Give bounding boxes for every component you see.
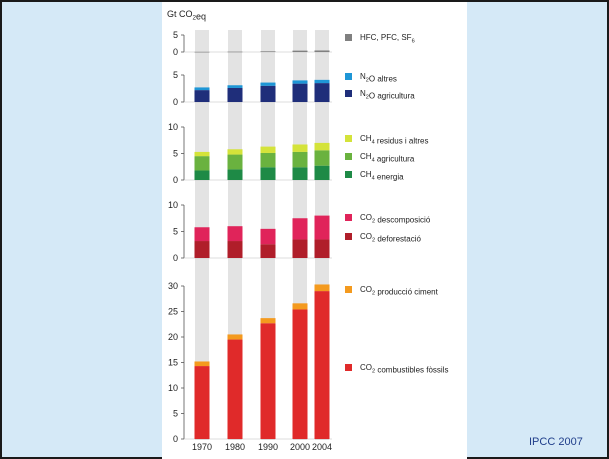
legend-swatch-co2-deforestacio [345,233,352,240]
bar-co2-combustibles-fossils-1970 [194,366,210,439]
legend-label-ch4-energia: CH4 energia [360,170,404,181]
bar-co2-combustibles-fossils-1990 [260,323,276,439]
bar-ch4-agricultura-2004 [314,150,330,166]
emissions-chart: Gt CO2eq 0 5 HFC, PFC, SF6 0 5 N2O altres N2O a… [167,9,448,452]
legend-swatch-ch4-energia [345,171,352,178]
legend-swatch-co2-produccio-ciment [345,286,352,293]
bar-hfc-pfc-sf6-1990 [260,51,276,52]
bar-ch4-agricultura-1970 [194,156,210,171]
bar-ch4-residus-i-altres-1980 [227,149,243,155]
bar-co2-deforestacio-2004 [314,239,330,258]
legend-label-ch4-residus-i-altres: CH4 residus i altres [360,134,428,145]
bar-co2-deforestacio-2000 [292,239,308,258]
bar-ch4-energia-1990 [260,167,276,180]
y-tick-label-ch4-5: 5 [173,149,178,159]
x-tick-label-1990: 1990 [258,442,278,452]
y-tick-label-co2fossil-10: 10 [168,383,178,393]
bar-co2-produccio-ciment-2000 [292,303,308,310]
bar-n2o-agricultura-1990 [260,85,276,102]
bar-co2-descomposicio-1980 [227,226,243,242]
bar-hfc-pfc-sf6-2004 [314,50,330,52]
bar-ch4-residus-i-altres-1970 [194,151,210,157]
bar-co2-produccio-ciment-1970 [194,361,210,367]
legend-label-co2-produccio-ciment: CO2 producció ciment [360,285,439,296]
legend-label-n2o-altres: N2O altres [360,72,397,83]
y-tick-label-co2fossil-30: 30 [168,281,178,291]
legend-swatch-ch4-residus-i-altres [345,135,352,142]
y-tick-label-n2o-5: 5 [173,70,178,80]
bar-hfc-pfc-sf6-1970 [194,51,210,53]
legend-swatch-co2-combustibles-fossils [345,364,352,371]
bar-n2o-altres-2000 [292,80,308,84]
bar-co2-combustibles-fossils-1980 [227,339,243,439]
y-tick-label-co2land-0: 0 [173,253,178,263]
bar-ch4-residus-i-altres-2004 [314,142,330,151]
legend-label-co2-descomposicio: CO2 descomposició [360,213,431,224]
bar-co2-deforestacio-1980 [227,241,243,258]
bar-co2-descomposicio-1970 [194,227,210,242]
x-tick-label-1980: 1980 [225,442,245,452]
bar-n2o-agricultura-1980 [227,87,243,102]
legend-swatch-co2-descomposicio [345,214,352,221]
legend-label-ch4-agricultura: CH4 agricultura [360,152,415,163]
bar-ch4-agricultura-1980 [227,154,243,170]
bar-ch4-agricultura-1990 [260,152,276,168]
legend-label-co2-combustibles-fossils: CO2 combustibles fòssils [360,363,448,374]
legend-swatch-ch4-agricultura [345,153,352,160]
bar-co2-combustibles-fossils-2004 [314,291,330,439]
legend-swatch-n2o-agricultura [345,90,352,97]
y-tick-label-co2fossil-25: 25 [168,307,178,317]
legend-label-n2o-agricultura: N2O agricultura [360,89,415,100]
unit-label: Gt CO2eq [167,9,206,22]
bar-co2-produccio-ciment-1990 [260,318,276,324]
bar-ch4-energia-1970 [194,170,210,180]
bar-n2o-altres-1980 [227,85,243,88]
y-tick-label-co2fossil-15: 15 [168,358,178,368]
bar-n2o-agricultura-2000 [292,83,308,102]
bar-co2-deforestacio-1970 [194,241,210,258]
chart-panel: Gt CO2eq 0 5 HFC, PFC, SF6 0 5 N2O altres N2O a… [162,2,467,459]
bar-ch4-residus-i-altres-1990 [260,146,276,153]
x-tick-label-1970: 1970 [192,442,212,452]
y-tick-label-co2land-10: 10 [168,200,178,210]
x-tick-label-2000: 2000 [290,442,310,452]
y-tick-label-n2o-0: 0 [173,97,178,107]
bar-co2-descomposicio-2000 [292,218,308,240]
bar-co2-combustibles-fossils-2000 [292,309,308,439]
bar-ch4-residus-i-altres-2000 [292,144,308,152]
bar-co2-produccio-ciment-2004 [314,284,330,292]
bar-co2-deforestacio-1990 [260,244,276,258]
bar-ch4-energia-2000 [292,167,308,180]
y-tick-label-co2fossil-5: 5 [173,409,178,419]
bar-ch4-energia-2004 [314,165,330,180]
bar-hfc-pfc-sf6-2000 [292,50,308,52]
y-tick-label-fluorinated-0: 0 [173,47,178,57]
bar-co2-descomposicio-1990 [260,228,276,245]
bar-n2o-agricultura-1970 [194,90,210,102]
legend-swatch-hfc-pfc-sf6 [345,34,352,41]
y-tick-label-ch4-0: 0 [173,175,178,185]
bar-hfc-pfc-sf6-1980 [227,51,243,53]
y-tick-label-fluorinated-5: 5 [173,30,178,40]
bar-n2o-altres-1990 [260,82,276,86]
bar-ch4-energia-1980 [227,169,243,180]
x-tick-label-2004: 2004 [312,442,332,452]
legend-label-co2-deforestacio: CO2 deforestació [360,232,421,243]
bar-n2o-altres-2004 [314,79,330,84]
y-tick-label-ch4-10: 10 [168,122,178,132]
bar-co2-descomposicio-2004 [314,215,330,240]
y-tick-label-co2land-5: 5 [173,227,178,237]
legend-label-hfc-pfc-sf6: HFC, PFC, SF6 [360,33,415,44]
legend-swatch-n2o-altres [345,73,352,80]
source-label: IPCC 2007 [529,436,583,448]
y-tick-label-co2fossil-20: 20 [168,332,178,342]
bar-n2o-agricultura-2004 [314,83,330,102]
bar-co2-produccio-ciment-1980 [227,334,243,340]
bar-n2o-altres-1970 [194,87,210,91]
bar-ch4-agricultura-2000 [292,151,308,168]
y-tick-label-co2fossil-0: 0 [173,434,178,444]
